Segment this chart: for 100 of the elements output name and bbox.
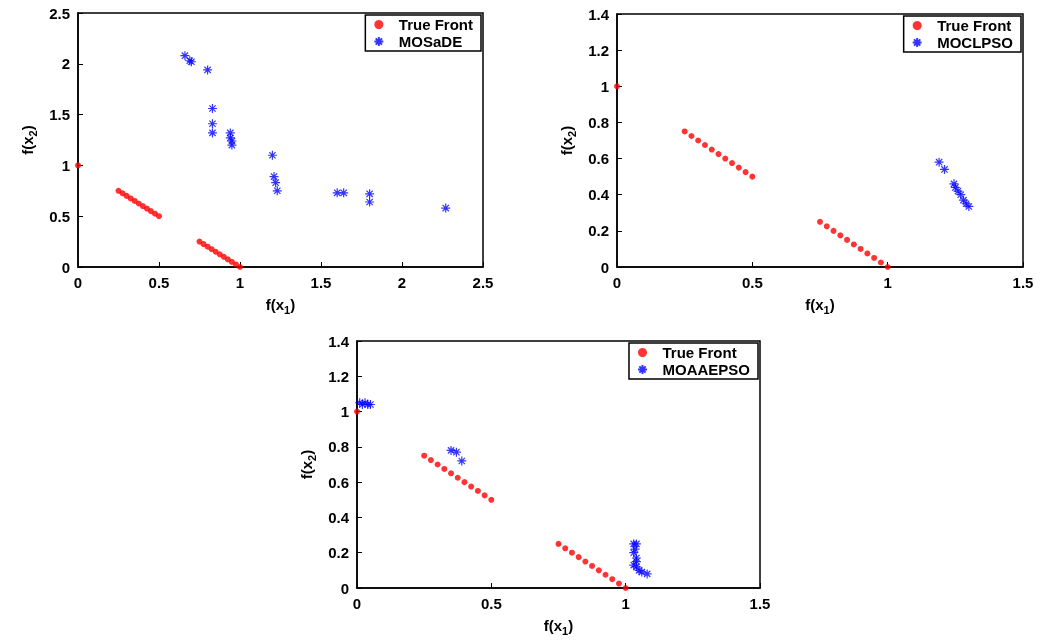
point [688,132,695,139]
point [147,208,154,215]
point [207,127,218,138]
point [864,250,871,257]
point [602,571,609,578]
y-tick-label: 1 [340,403,349,421]
y-tick-label: 0 [61,258,70,276]
point [722,155,729,162]
y-tick-label: 2 [61,55,70,73]
point [427,457,434,464]
point [735,164,742,171]
point [575,554,582,561]
point [555,540,562,547]
point [844,236,851,243]
legend-label: MOAAEPSO [662,361,751,378]
point [562,545,569,552]
point [742,169,749,176]
point [139,203,146,210]
legend-label: True Front [398,16,474,33]
point [272,185,283,196]
point [207,103,218,114]
point [225,127,236,138]
point [595,567,602,574]
point [267,150,278,161]
point [226,139,237,151]
y-tick-label: 1.2 [328,367,349,385]
point [615,580,622,587]
point [681,128,688,135]
x-tick-label: 0 [612,274,622,291]
point [202,64,213,75]
point [454,474,461,481]
legend-label: MOSaDE [398,33,463,50]
point [749,173,756,180]
point [481,492,488,499]
point [877,259,884,266]
point [338,187,349,198]
point [837,232,844,239]
x-tick-label: 1 [235,274,245,291]
point [830,227,837,234]
y-axis-title: f(x2) [18,125,39,155]
legend-label: True Front [937,17,1012,34]
point [582,558,589,565]
point [220,253,227,260]
point [468,483,475,490]
y-tick-label: 0.2 [328,544,349,562]
x-tick-label: 0.5 [148,274,170,291]
x-tick-label: 1.5 [749,595,771,612]
y-tick-label: 1.4 [588,5,610,23]
point [156,213,162,220]
y-axis-title: f(x2) [297,449,318,480]
point [948,178,960,189]
y-tick-label: 2.5 [49,4,70,22]
point [441,465,448,472]
y-axis-title: f(x2) [557,125,578,156]
y-tick-label: 0.5 [49,207,70,225]
point [461,479,468,486]
x-tick-label: 2 [397,274,407,291]
point [609,576,616,583]
x-tick-label: 1.5 [310,274,332,291]
point [823,223,830,230]
x-tick-label: 1 [883,274,892,291]
point [440,202,451,214]
y-tick-label: 0.4 [588,186,610,204]
x-tick-label: 2.5 [472,274,494,291]
point [364,188,375,199]
y-tick-label: 1.4 [328,332,350,350]
point [850,241,857,248]
point [939,164,950,175]
point [589,562,596,569]
point [448,470,455,477]
point [421,452,428,459]
x-tick-label: 0.5 [741,274,763,291]
point [701,142,708,149]
point [933,157,945,168]
point [488,496,495,503]
point [456,455,467,467]
point [817,218,823,225]
y-tick-label: 0 [600,258,609,276]
point [228,258,235,265]
y-tick-label: 1 [600,77,609,95]
legend-label: True Front [662,344,737,361]
point [332,187,343,198]
point [631,556,642,567]
point [871,254,878,261]
point [950,182,961,193]
x-tick-label: 1.5 [1012,274,1034,291]
y-tick-label: 0.6 [588,150,609,168]
point [695,137,702,144]
point [474,487,481,494]
y-tick-label: 0.6 [328,473,349,491]
x-tick-label: 0 [352,595,362,612]
point [179,50,191,61]
x-tick-label: 0 [73,274,83,291]
point [364,196,375,208]
point [857,245,864,252]
point [729,160,736,167]
y-tick-label: 0 [340,579,349,597]
point [207,118,218,129]
point [568,549,575,556]
point [131,197,138,204]
